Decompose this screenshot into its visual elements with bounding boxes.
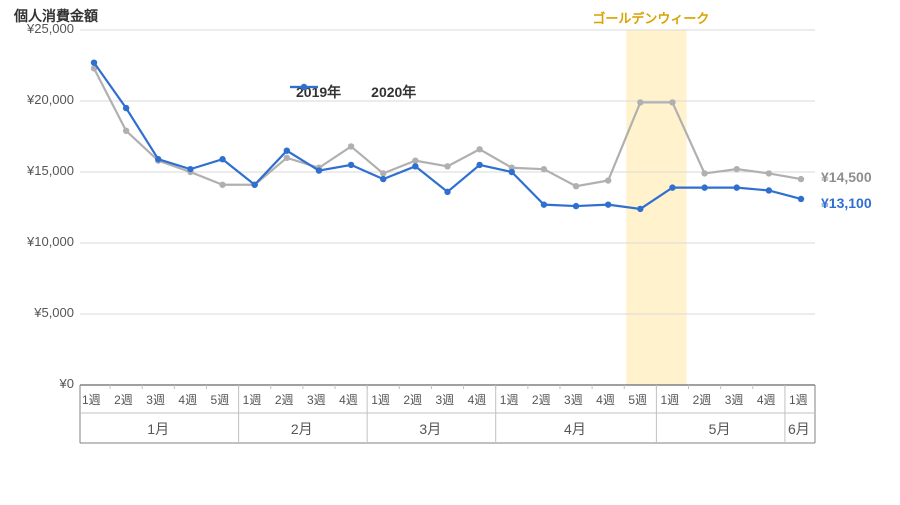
x-week-label: 3週 xyxy=(564,391,583,408)
y-tick-label: ¥25,000 xyxy=(27,21,74,36)
x-week-label: 4週 xyxy=(178,391,197,408)
data-point xyxy=(476,162,482,168)
x-week-label: 5週 xyxy=(211,391,230,408)
data-point xyxy=(91,59,97,65)
legend-item: 2020年 xyxy=(365,82,416,102)
x-week-label: 1週 xyxy=(500,391,519,408)
x-week-label: 3週 xyxy=(146,391,165,408)
x-week-label: 3週 xyxy=(436,391,455,408)
x-week-label: 3週 xyxy=(725,391,744,408)
x-week-label: 5週 xyxy=(628,391,647,408)
data-point xyxy=(734,184,740,190)
series-end-label: ¥13,100 xyxy=(821,195,872,211)
x-month-label: 1月 xyxy=(147,419,169,439)
y-tick-label: ¥5,000 xyxy=(34,305,74,320)
data-point xyxy=(251,182,257,188)
data-point xyxy=(284,148,290,154)
x-week-label: 3週 xyxy=(307,391,326,408)
data-point xyxy=(637,206,643,212)
data-point xyxy=(380,170,386,176)
x-week-label: 4週 xyxy=(468,391,487,408)
x-week-label: 1週 xyxy=(243,391,262,408)
series-line xyxy=(94,63,801,209)
y-tick-label: ¥15,000 xyxy=(27,163,74,178)
x-week-label: 2週 xyxy=(275,391,294,408)
x-week-label: 2週 xyxy=(532,391,551,408)
data-point xyxy=(701,170,707,176)
x-month-label: 2月 xyxy=(291,419,313,439)
data-point xyxy=(669,184,675,190)
data-point xyxy=(316,167,322,173)
series-end-label: ¥14,500 xyxy=(821,169,872,185)
y-tick-label: ¥20,000 xyxy=(27,92,74,107)
x-week-label: 4週 xyxy=(339,391,358,408)
data-point xyxy=(412,157,418,163)
data-point xyxy=(380,176,386,182)
data-point xyxy=(219,156,225,162)
x-week-label: 1週 xyxy=(371,391,390,408)
data-point xyxy=(187,166,193,172)
data-point xyxy=(444,163,450,169)
x-week-label: 2週 xyxy=(693,391,712,408)
data-point xyxy=(541,201,547,207)
data-point xyxy=(573,183,579,189)
data-point xyxy=(412,163,418,169)
x-month-label: 5月 xyxy=(709,419,731,439)
data-point xyxy=(123,105,129,111)
x-week-label: 1週 xyxy=(82,391,101,408)
golden-week-annotation: ゴールデンウィーク xyxy=(592,8,709,27)
x-week-label: 4週 xyxy=(596,391,615,408)
data-point xyxy=(541,166,547,172)
x-month-label: 6月 xyxy=(788,419,810,439)
data-point xyxy=(219,182,225,188)
chart-canvas xyxy=(0,0,900,505)
data-point xyxy=(701,184,707,190)
data-point xyxy=(123,128,129,134)
y-tick-label: ¥10,000 xyxy=(27,234,74,249)
x-week-label: 2週 xyxy=(114,391,133,408)
data-point xyxy=(509,169,515,175)
x-month-label: 3月 xyxy=(419,419,441,439)
x-week-label: 1週 xyxy=(789,391,808,408)
data-point xyxy=(766,170,772,176)
data-point xyxy=(348,143,354,149)
data-point xyxy=(476,146,482,152)
legend-label: 2020年 xyxy=(371,82,416,102)
legend: 2019年2020年 xyxy=(290,82,416,102)
x-week-label: 4週 xyxy=(757,391,776,408)
data-point xyxy=(605,177,611,183)
data-point xyxy=(605,201,611,207)
data-point xyxy=(798,196,804,202)
data-point xyxy=(348,162,354,168)
data-point xyxy=(766,187,772,193)
data-point xyxy=(444,189,450,195)
data-point xyxy=(573,203,579,209)
data-point xyxy=(669,99,675,105)
data-point xyxy=(155,156,161,162)
data-point xyxy=(798,176,804,182)
spending-line-chart: 個人消費金額 ゴールデンウィーク 2019年2020年 ¥0¥5,000¥10,… xyxy=(0,0,900,505)
y-tick-label: ¥0 xyxy=(60,376,74,391)
data-point xyxy=(734,166,740,172)
x-week-label: 2週 xyxy=(403,391,422,408)
x-month-label: 4月 xyxy=(564,419,586,439)
x-week-label: 1週 xyxy=(660,391,679,408)
data-point xyxy=(637,99,643,105)
data-point xyxy=(284,155,290,161)
